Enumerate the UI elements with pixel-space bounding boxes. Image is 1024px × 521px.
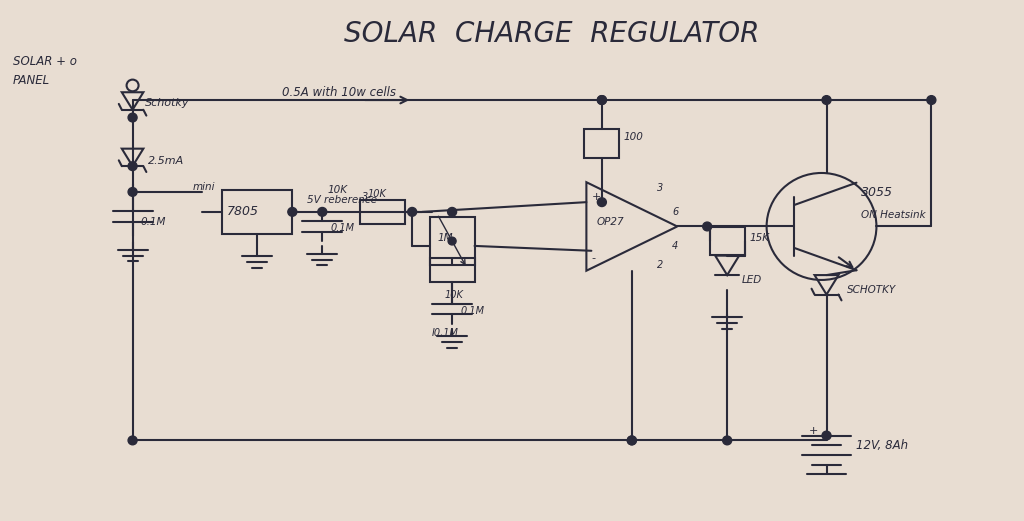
Circle shape	[408, 207, 417, 216]
Text: 0.5A with 10w cells: 0.5A with 10w cells	[283, 86, 396, 99]
Circle shape	[128, 436, 137, 445]
Text: +: +	[592, 192, 601, 202]
Text: 3: 3	[362, 192, 369, 202]
Text: 7805: 7805	[226, 205, 258, 218]
Circle shape	[317, 207, 327, 216]
Text: 12V, 8Ah: 12V, 8Ah	[856, 439, 908, 452]
Circle shape	[597, 96, 606, 104]
Circle shape	[597, 198, 606, 206]
Text: 15K: 15K	[750, 233, 769, 243]
Text: 0.1M: 0.1M	[140, 217, 166, 227]
Text: 10K: 10K	[368, 189, 386, 200]
Text: 2.5mA: 2.5mA	[147, 156, 183, 166]
Text: LED: LED	[742, 275, 763, 285]
Circle shape	[447, 207, 457, 216]
Text: SCHOTKY: SCHOTKY	[847, 284, 896, 295]
Text: 10K: 10K	[444, 290, 463, 300]
Text: SOLAR  CHARGE  REGULATOR: SOLAR CHARGE REGULATOR	[344, 20, 760, 48]
Text: 5V reberence: 5V reberence	[307, 195, 377, 205]
Text: 6: 6	[672, 207, 679, 217]
Circle shape	[822, 431, 831, 440]
Text: PANEL: PANEL	[12, 74, 50, 87]
Circle shape	[597, 96, 606, 104]
Circle shape	[702, 222, 712, 231]
Circle shape	[628, 436, 636, 445]
Text: -: -	[592, 254, 595, 264]
Text: 3055: 3055	[861, 186, 894, 199]
Text: ON Heatsink: ON Heatsink	[861, 210, 926, 220]
Text: Schotky: Schotky	[144, 98, 189, 108]
Text: mini: mini	[193, 182, 215, 192]
Text: 10K: 10K	[328, 185, 347, 195]
Text: 2: 2	[657, 260, 664, 270]
Circle shape	[628, 436, 636, 445]
Text: I0,1M: I0,1M	[432, 328, 459, 339]
Circle shape	[128, 113, 137, 122]
Circle shape	[128, 188, 137, 196]
Text: 3: 3	[657, 182, 664, 193]
Text: 1M: 1M	[437, 233, 453, 243]
Circle shape	[723, 436, 732, 445]
Text: 4: 4	[672, 241, 679, 251]
Text: OP27: OP27	[597, 217, 625, 227]
Circle shape	[822, 96, 831, 104]
Text: 100: 100	[624, 132, 644, 142]
Circle shape	[128, 162, 137, 170]
Circle shape	[927, 96, 936, 104]
Text: 0.1M: 0.1M	[331, 224, 354, 233]
Text: SOLAR + o: SOLAR + o	[12, 55, 77, 68]
Text: +: +	[809, 426, 818, 436]
Circle shape	[449, 237, 456, 245]
Circle shape	[288, 207, 297, 216]
Text: 0.1M: 0.1M	[460, 306, 484, 316]
